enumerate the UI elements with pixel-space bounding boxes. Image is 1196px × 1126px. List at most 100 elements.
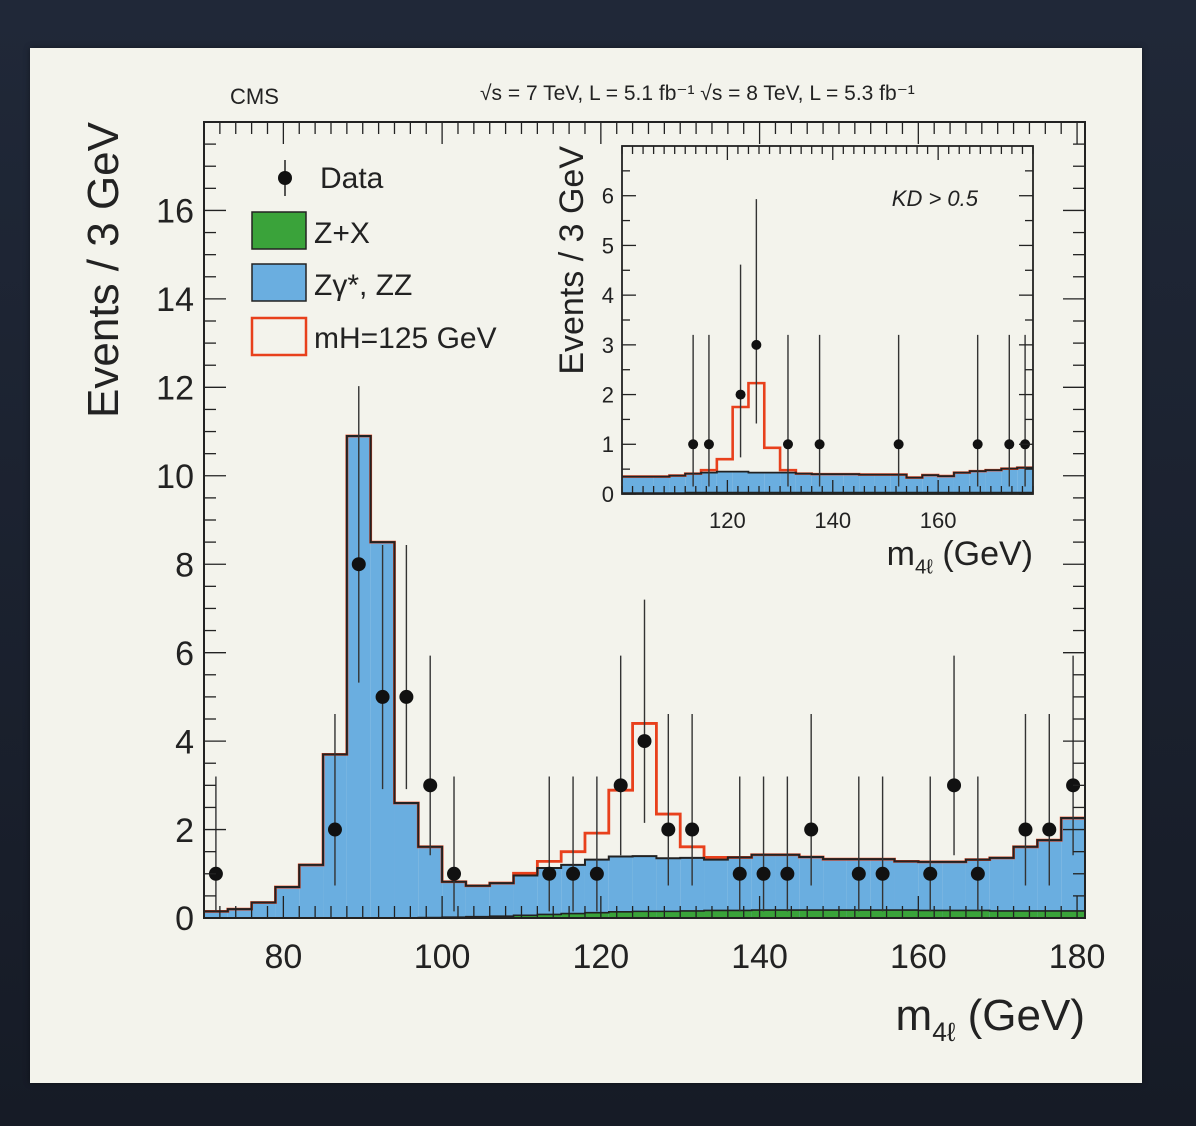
main-zz-bar xyxy=(608,856,633,918)
main-zx-bar xyxy=(1013,910,1038,918)
inset-plot-area xyxy=(622,146,1033,494)
inset-y-tick-label: 4 xyxy=(602,283,614,308)
main-zz-bar xyxy=(680,857,705,918)
main-y-tick-label: 2 xyxy=(175,812,194,850)
main-zz-bar xyxy=(418,846,443,918)
inset-y-tick-label: 3 xyxy=(602,333,614,358)
main-zz-bar xyxy=(1061,818,1085,918)
main-zx-bar xyxy=(846,910,871,918)
experiment-label: CMS xyxy=(230,84,279,109)
main-x-tick-label: 160 xyxy=(890,938,947,976)
inset-data-point xyxy=(893,439,904,450)
main-data-point xyxy=(589,866,604,881)
main-zx-bar xyxy=(870,910,895,918)
main-data-point xyxy=(685,822,700,837)
legend-zx-label: Z+X xyxy=(314,217,370,250)
main-zz-bar xyxy=(704,859,728,918)
inset-zz-bar xyxy=(669,475,686,494)
main-zx-bar xyxy=(704,910,728,918)
main-data-point xyxy=(375,689,390,704)
main-data-point xyxy=(637,734,652,749)
main-data-point xyxy=(399,689,414,704)
main-zx-bar xyxy=(513,915,538,918)
main-data-point xyxy=(780,866,795,881)
main-zz-bar xyxy=(632,856,657,918)
inset-y-tick-label: 6 xyxy=(602,184,614,209)
main-data-point xyxy=(970,866,985,881)
main-zx-bar xyxy=(823,910,847,918)
inset-y-tick-label: 5 xyxy=(602,233,614,258)
inset-data-point xyxy=(1004,439,1015,450)
main-data-point xyxy=(947,778,962,793)
inset-y-tick-label: 1 xyxy=(602,432,614,457)
main-y-tick-label: 8 xyxy=(175,546,194,584)
main-data-point xyxy=(1018,822,1033,837)
inset-x-tick-label: 160 xyxy=(920,508,957,533)
inset-zz-bar xyxy=(716,471,733,494)
main-data-point xyxy=(566,866,581,881)
inset-zz-bar xyxy=(622,476,654,494)
inset-annotation: KD > 0.5 xyxy=(892,186,979,211)
inset-zz-bar xyxy=(874,474,891,494)
main-zz-bar xyxy=(251,902,276,918)
legend-zz-swatch xyxy=(251,263,307,302)
main-zz-bar xyxy=(799,856,824,918)
main-zz-bar xyxy=(275,887,300,918)
inset-data-point xyxy=(751,339,762,350)
main-data-point xyxy=(423,778,438,793)
inset-y-axis-title: Events / 3 GeV xyxy=(553,146,591,375)
main-zz-bar xyxy=(489,883,514,918)
main-y-tick-label: 14 xyxy=(156,281,194,319)
inset-zz-bar xyxy=(938,476,954,494)
main-zx-bar xyxy=(656,911,681,918)
main-zx-bar xyxy=(584,912,609,918)
main-x-axis-title: m4ℓ (GeV) xyxy=(896,991,1085,1047)
main-zx-bar xyxy=(965,910,990,918)
main-zz-bar xyxy=(894,861,919,918)
main-zx-bar xyxy=(537,914,562,918)
main-zx-bar xyxy=(680,910,705,918)
main-data-point xyxy=(661,822,676,837)
inset-data-point xyxy=(703,439,714,450)
main-x-tick-label: 80 xyxy=(264,938,302,976)
main-zx-bar xyxy=(751,910,776,918)
main-data-point xyxy=(542,866,557,881)
main-x-tick-label: 100 xyxy=(414,938,471,976)
inset-data-point xyxy=(782,439,793,450)
main-data-point xyxy=(756,866,771,881)
main-x-tick-label: 120 xyxy=(572,938,629,976)
main-zx-bar xyxy=(632,911,657,918)
main-zx-bar xyxy=(727,910,752,918)
lumi-label: √s = 7 TeV, L = 5.1 fb⁻¹ √s = 8 TeV, L =… xyxy=(480,82,915,105)
main-zz-bar xyxy=(227,909,252,918)
inset-zz-bar xyxy=(795,473,812,494)
inset-y-tick-label: 2 xyxy=(602,382,614,407)
legend-higgs-label: mH=125 GeV xyxy=(314,322,497,355)
main-zz-bar xyxy=(942,861,966,918)
inset-zz-bar xyxy=(732,471,749,494)
legend-data-marker xyxy=(278,171,292,185)
inset-zz-bar xyxy=(922,475,939,494)
main-data-point xyxy=(851,866,866,881)
legend: Data Z+X Zγ*, ZZ mH=125 GeV xyxy=(250,160,497,357)
main-zx-bar xyxy=(942,910,966,918)
legend-data-label: Data xyxy=(320,162,384,195)
main-data-point xyxy=(923,866,938,881)
inset-data-point xyxy=(814,439,825,450)
inset-zz-outline xyxy=(622,466,1033,479)
main-data-point xyxy=(327,822,342,837)
inset-zz-bar xyxy=(827,474,844,494)
main-zz-bar xyxy=(656,858,681,918)
main-zx-bar xyxy=(989,910,1014,918)
main-y-tick-label: 6 xyxy=(175,635,194,673)
main-y-tick-label: 4 xyxy=(175,723,194,761)
main-data-point xyxy=(351,557,366,572)
inset-data-point xyxy=(735,389,746,400)
main-zz-bar xyxy=(204,911,228,918)
main-zx-bar xyxy=(918,910,943,918)
main-data-point xyxy=(1042,822,1057,837)
inset-data-point xyxy=(972,439,983,450)
main-data-point xyxy=(613,778,628,793)
inset-zz-bar xyxy=(843,474,860,494)
